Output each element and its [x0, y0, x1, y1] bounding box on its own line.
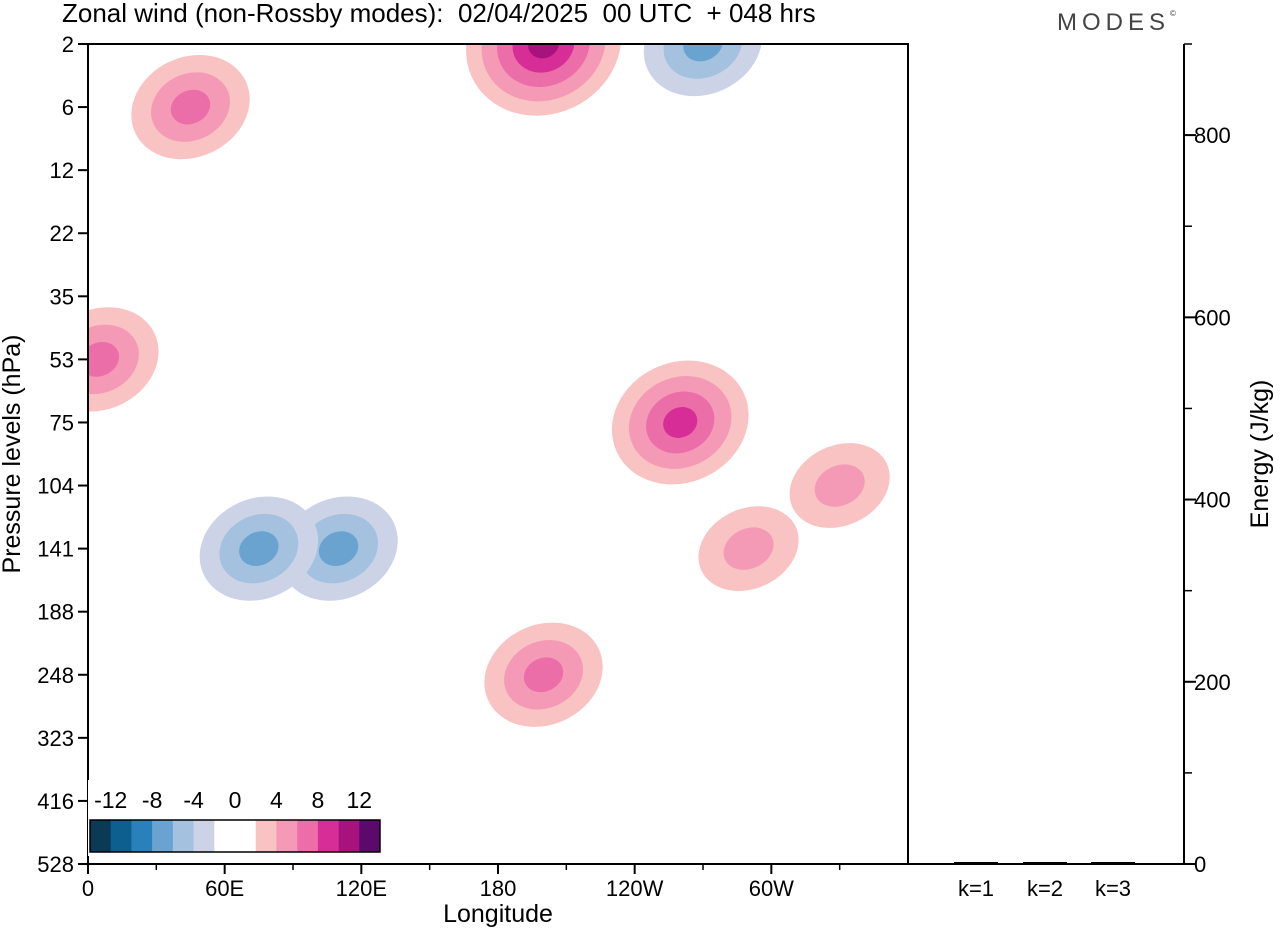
colorbar-swatch — [359, 820, 381, 852]
y-tick-label: 6 — [62, 95, 74, 120]
colorbar-swatch — [110, 820, 132, 852]
y-tick-label: 53 — [50, 347, 74, 372]
colorbar-label: 12 — [346, 787, 372, 813]
y-tick-label: 323 — [37, 726, 74, 751]
colorbar-label: -8 — [142, 787, 162, 813]
contour-positive-1-4 — [528, 44, 560, 59]
y-tick-label: 75 — [50, 410, 74, 435]
colorbar-swatch — [255, 820, 277, 852]
contour-positive-5-2 — [523, 657, 564, 693]
energy-tick-label: 600 — [1194, 305, 1231, 330]
colorbar-swatch — [90, 820, 112, 852]
contour-negative-3-2 — [318, 531, 359, 566]
energy-panel: 0 200 400 600 800 k=1 k=2 k=3 — [954, 43, 1231, 901]
wind-field — [88, 44, 890, 727]
chart-title: Zonal wind (non-Rossby modes): 02/04/202… — [62, 0, 816, 28]
colorbar-label: 0 — [229, 787, 242, 813]
energy-category-label: k=2 — [1027, 876, 1063, 901]
contour-negative-4-2 — [239, 531, 279, 566]
contour-positive-6-3 — [663, 406, 698, 438]
colorbar-swatch — [235, 820, 257, 852]
colorbar-swatch — [338, 820, 360, 852]
colorbar-label: 4 — [270, 787, 283, 813]
contour-negative-2-2 — [683, 44, 723, 62]
colorbar-swatch — [193, 820, 215, 852]
contour-positive-7-2 — [88, 342, 120, 377]
x-tick-label: 60E — [205, 876, 244, 901]
colorbar-swatch — [172, 820, 194, 852]
colorbar-swatch — [297, 820, 319, 852]
energy-tick-label: 400 — [1194, 488, 1231, 513]
energy-tick-label: 0 — [1194, 852, 1206, 877]
y-tick-label: 22 — [50, 221, 74, 246]
colorbar-label: -4 — [183, 787, 204, 813]
colorbar-label: 8 — [311, 787, 324, 813]
x-tick-label: 120W — [606, 876, 664, 901]
energy-category-label: k=3 — [1095, 876, 1131, 901]
y-tick-label: 528 — [37, 852, 74, 877]
y-tick-label: 416 — [37, 789, 74, 814]
x-tick-label: 60W — [749, 876, 794, 901]
main-plot-frame — [87, 43, 909, 865]
y-axis: 2 6 12 22 35 53 75 104 141 188 248 323 416 528 — [37, 32, 88, 877]
x-tick-label: 180 — [480, 876, 517, 901]
x-axis: 0 60E 120E 180 120W 60W — [82, 864, 841, 901]
colorbar: -12 -8 -4 0 4 8 12 — [88, 780, 384, 856]
y-tick-label: 35 — [50, 284, 74, 309]
colorbar-swatch — [276, 820, 298, 852]
colorbar-swatch — [214, 820, 236, 852]
colorbar-swatch — [131, 820, 153, 852]
colorbar-label: -12 — [94, 787, 127, 813]
y-tick-label: 141 — [37, 537, 74, 562]
y-tick-label: 104 — [37, 474, 74, 499]
colorbar-swatch — [152, 820, 174, 852]
y-axis-label: Pressure levels (hPa) — [0, 335, 26, 574]
colorbar-frame — [89, 819, 381, 853]
logo-text: MODES — [1057, 9, 1171, 36]
y-tick-label: 12 — [50, 158, 74, 183]
energy-tick-label: 800 — [1194, 123, 1231, 148]
y-tick-label: 248 — [37, 663, 74, 688]
x-tick-label: 0 — [82, 876, 94, 901]
logo-mark: © — [1170, 9, 1176, 18]
contour-positive-8-1 — [723, 527, 774, 570]
energy-tick-label: 200 — [1194, 670, 1231, 695]
contour-positive-0-2 — [170, 89, 211, 125]
contour-positive-1-2 — [497, 44, 591, 88]
x-axis-label: Longitude — [443, 900, 553, 928]
contour-positive-9-1 — [814, 464, 865, 507]
x-tick-label: 120E — [336, 876, 387, 901]
modes-logo: MODES© — [1057, 9, 1176, 37]
energy-axis-label: Energy (J/kg) — [1246, 380, 1274, 529]
colorbar-swatch — [317, 820, 339, 852]
y-tick-label: 2 — [62, 32, 74, 57]
energy-category-label: k=1 — [958, 876, 994, 901]
y-tick-label: 188 — [37, 600, 74, 625]
